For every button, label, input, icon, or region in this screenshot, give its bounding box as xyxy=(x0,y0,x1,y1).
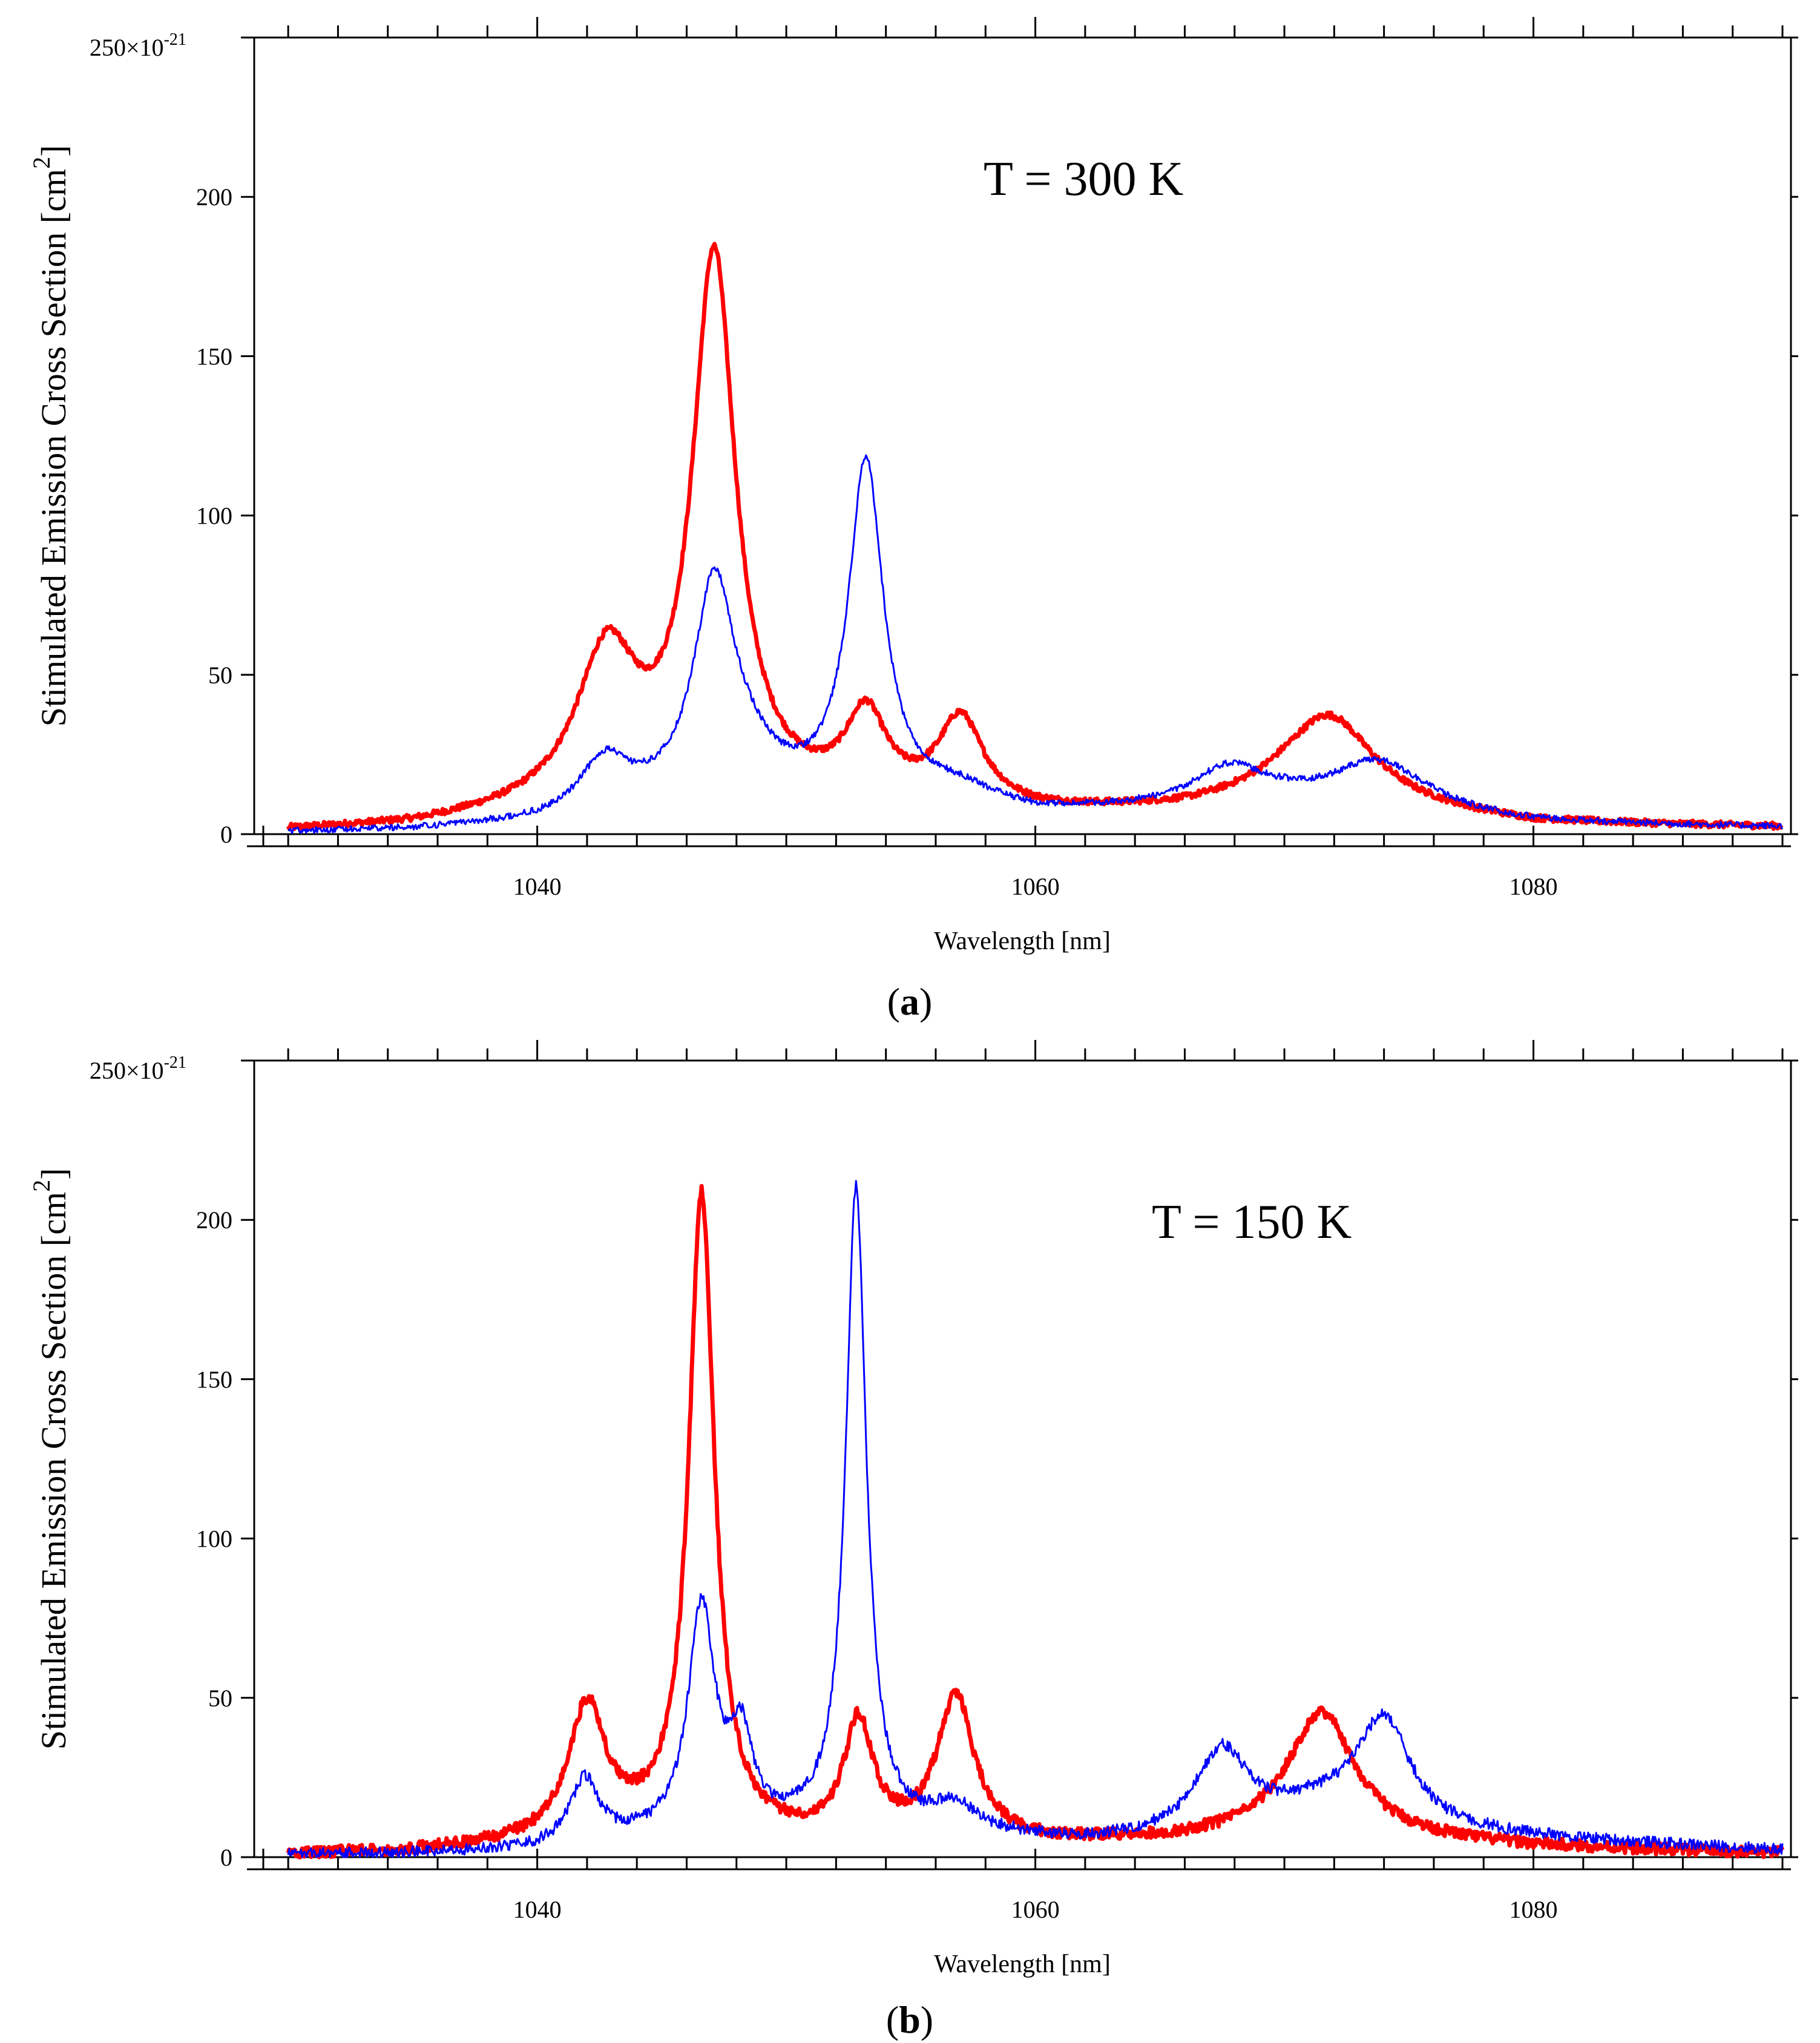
panel-caption: (b) xyxy=(886,1998,933,2041)
ytick-labels: 0 50 100 150 200 xyxy=(196,183,232,848)
caption-letter: a xyxy=(900,980,919,1023)
axis-ticks xyxy=(241,1040,1798,1869)
plot-frame xyxy=(253,36,1792,835)
x-tick-label: 1080 xyxy=(1510,1896,1558,1923)
caption-letter: b xyxy=(899,1998,921,2041)
y-scale-exponent: -21 xyxy=(164,1053,186,1072)
ytick-labels: 0 50 100 150 200 xyxy=(196,1206,232,1871)
panel-caption: (a) xyxy=(887,980,933,1023)
y-scale-label: 250×10-21 xyxy=(90,1053,186,1084)
y-tick-label: 150 xyxy=(196,1366,232,1393)
series-blue-line xyxy=(287,454,1784,834)
axis-ticks xyxy=(241,17,1798,846)
panel-a: 0 50 100 150 200 1040 1060 1080 250×10-21 T = … xyxy=(28,17,1798,1023)
y-tick-label: 100 xyxy=(196,1525,232,1553)
y-axis-title-close: ] xyxy=(34,1168,73,1180)
series-red-line xyxy=(286,242,1784,831)
y-tick-label: 200 xyxy=(196,1206,232,1234)
y-tick-label: 50 xyxy=(208,662,232,689)
y-scale-exponent: -21 xyxy=(164,30,186,49)
series-blue-line xyxy=(287,1180,1784,1858)
series-layer xyxy=(286,242,1784,834)
y-tick-label: 200 xyxy=(196,183,232,211)
x-tick-label: 1060 xyxy=(1011,1896,1060,1923)
y-scale-label: 250×10-21 xyxy=(90,30,186,61)
xtick-labels: 1040 1060 1080 xyxy=(513,1896,1558,1923)
x-tick-label: 1040 xyxy=(513,1896,562,1923)
y-axis-title-exponent: 2 xyxy=(28,157,55,169)
y-axis-title-exponent: 2 xyxy=(28,1180,55,1192)
x-tick-label: 1060 xyxy=(1011,873,1060,900)
panel-b: 0 50 100 150 200 1040 1060 1080 250×10-21 T = … xyxy=(28,1040,1798,2041)
y-tick-label: 0 xyxy=(220,821,232,848)
xtick-labels: 1040 1060 1080 xyxy=(513,873,1558,900)
x-axis-title: Wavelength [nm] xyxy=(934,1950,1111,1978)
x-axis-title: Wavelength [nm] xyxy=(934,927,1111,955)
annotation-temperature: T = 300 K xyxy=(984,153,1183,206)
y-tick-label: 100 xyxy=(196,502,232,530)
series-layer xyxy=(286,1180,1785,1860)
x-tick-label: 1080 xyxy=(1510,873,1558,900)
y-axis-title: Stimulated Emission Cross Section [cm2] xyxy=(28,145,73,727)
x-tick-label: 1040 xyxy=(513,873,562,900)
y-axis-title-close: ] xyxy=(34,145,73,157)
y-tick-label: 150 xyxy=(196,343,232,370)
y-tick-label: 50 xyxy=(208,1685,232,1712)
annotation-temperature: T = 150 K xyxy=(1152,1196,1352,1249)
y-axis-title: Stimulated Emission Cross Section [cm2] xyxy=(28,1168,73,1750)
plot-frame xyxy=(253,1059,1792,1858)
y-tick-label: 0 xyxy=(220,1844,232,1871)
series-red-line xyxy=(286,1183,1785,1860)
